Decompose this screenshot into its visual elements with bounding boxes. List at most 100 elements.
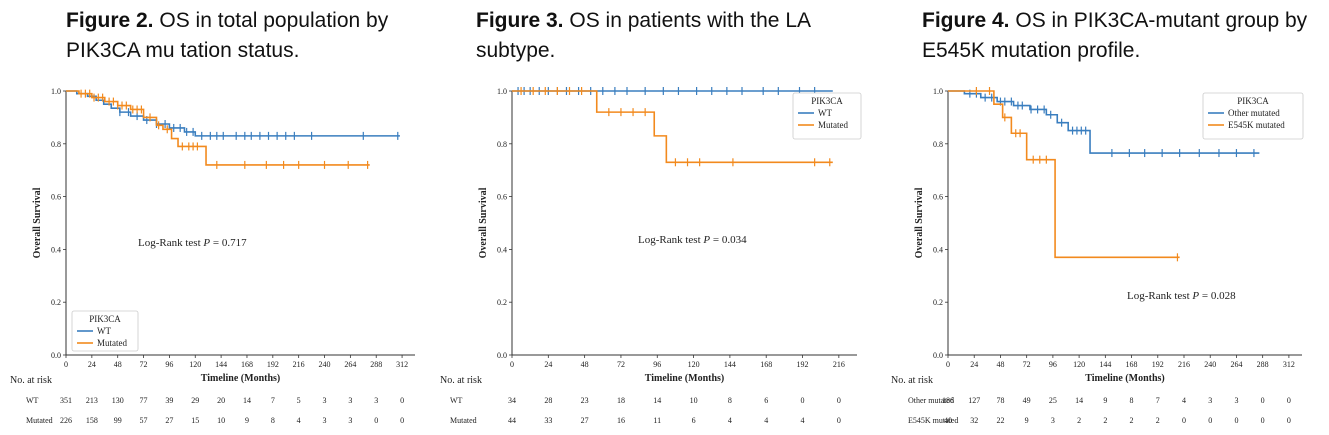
risk-value: 34	[508, 396, 516, 405]
risk-value: 49	[1023, 396, 1031, 405]
risk-table-header: No. at risk	[440, 375, 482, 386]
figure-2-title: Figure 2. OS in total population by PIK3…	[66, 6, 436, 66]
annotation-prefix: Log-Rank test	[1127, 290, 1192, 302]
x-tick-label: 120	[1073, 360, 1085, 369]
risk-value: 0	[400, 416, 404, 425]
risk-value: 158	[86, 416, 98, 425]
risk-value: 99	[114, 416, 122, 425]
risk-value: 32	[970, 416, 978, 425]
y-axis-label: Overall Survival	[478, 187, 489, 258]
y-tick-label: 0.6	[497, 193, 507, 202]
figure-2-caption: OS in total population by PIK3CA mu tati…	[66, 9, 389, 62]
risk-value: 2	[1130, 416, 1134, 425]
risk-value: 0	[1234, 416, 1238, 425]
x-tick-label: 312	[1283, 360, 1295, 369]
x-tick-label: 24	[544, 360, 552, 369]
y-tick-label: 0.4	[51, 245, 61, 254]
risk-value: 3	[1051, 416, 1055, 425]
risk-value: 8	[728, 396, 732, 405]
x-tick-label: 24	[970, 360, 978, 369]
legend-box	[1202, 92, 1304, 140]
x-tick-label: 0	[946, 360, 950, 369]
risk-value: 2	[1077, 416, 1081, 425]
y-tick-label: 0.0	[933, 351, 943, 360]
x-tick-label: 288	[370, 360, 382, 369]
x-tick-label: 264	[1230, 360, 1242, 369]
risk-value: 29	[191, 396, 199, 405]
risk-value: 14	[653, 396, 661, 405]
x-tick-label: 48	[581, 360, 589, 369]
y-tick-label: 0.6	[51, 193, 61, 202]
chart-2: 0.00.20.40.60.81.00 24 48 72 96 120 144 168 192 2…	[10, 87, 415, 425]
risk-value: 0	[1208, 416, 1212, 425]
risk-value: 9	[245, 416, 249, 425]
y-tick-label: 1.0	[497, 87, 507, 96]
risk-value: 0	[1287, 416, 1291, 425]
log-rank-annotation: Log-Rank test P = 0.028	[1127, 290, 1236, 302]
y-tick-label: 0.2	[933, 298, 943, 307]
annotation-prefix: Log-Rank test	[138, 237, 203, 249]
risk-value: 4	[1182, 396, 1186, 405]
risk-value: 0	[837, 416, 841, 425]
risk-value: 3	[374, 396, 378, 405]
km-curve-wt	[66, 90, 400, 137]
x-tick-label: 216	[293, 360, 305, 369]
risk-value: 33	[544, 416, 552, 425]
risk-value: 3	[1234, 396, 1238, 405]
figure-4-number: Figure 4.	[922, 9, 1010, 32]
risk-value: 213	[86, 396, 98, 405]
risk-value: 0	[837, 396, 841, 405]
risk-value: 0	[801, 396, 805, 405]
x-tick-label: 240	[1204, 360, 1216, 369]
legend-title: PIK3CA	[811, 96, 843, 106]
risk-value: 28	[544, 396, 552, 405]
risk-table-header: No. at risk	[10, 375, 52, 386]
risk-value: 6	[764, 396, 768, 405]
x-tick-label: 120	[688, 360, 700, 369]
x-tick-label: 0	[64, 360, 68, 369]
y-tick-label: 0.4	[497, 245, 507, 254]
x-tick-label: 312	[396, 360, 408, 369]
x-tick-label: 96	[653, 360, 661, 369]
risk-value: 3	[348, 416, 352, 425]
risk-value: 5	[297, 396, 301, 405]
x-tick-label: 0	[510, 360, 514, 369]
legend-box	[71, 310, 139, 352]
risk-value: 23	[581, 396, 589, 405]
x-tick-label: 72	[617, 360, 625, 369]
legend: PIK3CA WT Mutated	[71, 310, 139, 352]
x-tick-label: 168	[760, 360, 772, 369]
risk-value: 186	[942, 396, 954, 405]
risk-value: 10	[217, 416, 225, 425]
x-tick-label: 240	[319, 360, 331, 369]
x-tick-label: 120	[189, 360, 201, 369]
log-rank-annotation: Log-Rank test P = 0.717	[138, 237, 247, 249]
risk-value: 9	[1103, 396, 1107, 405]
risk-value: 25	[1049, 396, 1057, 405]
risk-value: 7	[271, 396, 275, 405]
x-tick-label: 96	[1049, 360, 1057, 369]
risk-table-header: No. at risk	[891, 375, 933, 386]
x-tick-label: 144	[1099, 360, 1111, 369]
risk-value: 27	[165, 416, 173, 425]
risk-value: 4	[801, 416, 805, 425]
risk-value: 2	[1156, 416, 1160, 425]
x-tick-label: 192	[797, 360, 809, 369]
y-tick-label: 0.6	[933, 193, 943, 202]
risk-value: 8	[1130, 396, 1134, 405]
y-tick-label: 0.2	[497, 298, 507, 307]
risk-value: 44	[508, 416, 516, 425]
y-tick-label: 1.0	[51, 87, 61, 96]
risk-value: 40	[944, 416, 952, 425]
annotation-p: P	[1191, 290, 1199, 302]
legend-entry: WT	[97, 326, 111, 336]
km-curve-mutated	[512, 90, 833, 164]
risk-value: 4	[764, 416, 768, 425]
legend-title: PIK3CA	[1237, 96, 1269, 106]
y-axis-label: Overall Survival	[914, 187, 925, 258]
legend-box	[792, 92, 862, 140]
legend-title: PIK3CA	[89, 314, 121, 324]
legend-entry: WT	[818, 108, 832, 118]
legend: PIK3CA WT Mutated	[792, 92, 862, 140]
risk-row-label: Mutated	[450, 416, 477, 425]
